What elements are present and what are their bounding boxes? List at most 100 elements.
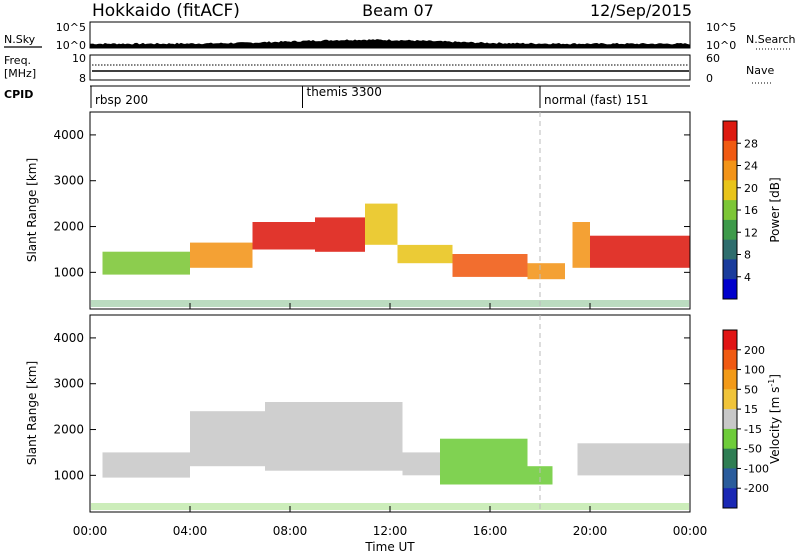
nsky-label: N.Sky: [4, 33, 36, 46]
nave-label: Nave: [746, 64, 774, 77]
y-tick-label: 2000: [53, 220, 84, 234]
colorbar-swatch: [723, 370, 737, 390]
echo-band: [578, 443, 691, 475]
cpid-label: CPID: [4, 88, 33, 101]
beam-title: Beam 07: [362, 1, 434, 20]
power-data: [91, 204, 690, 307]
colorbar-swatch: [723, 279, 737, 299]
colorbar-swatch: [723, 330, 737, 350]
x-tick-label: 20:00: [573, 524, 608, 538]
echo-band: [453, 254, 528, 277]
x-tick-label: 00:00: [673, 524, 708, 538]
cpid-panel: CPID rbsp 200 themis 3300 normal (fast) 15…: [4, 85, 690, 108]
colorbar-tick-label: 12: [744, 226, 758, 239]
echo-band: [190, 411, 265, 466]
echo-band: [265, 402, 403, 471]
cpid-marks: rbsp 200 themis 3300 normal (fast) 151: [91, 85, 648, 108]
x-tick-label: 08:00: [273, 524, 308, 538]
colorbar-swatch: [723, 161, 737, 181]
colorbar-tick-label: 4: [744, 271, 751, 284]
cpid-mode-label: themis 3300: [307, 85, 382, 99]
echo-band: [103, 252, 191, 275]
colorbar-tick-label: -100: [744, 462, 769, 475]
freq-label-line1: Freq.: [4, 54, 31, 67]
y-tick-label: 3000: [53, 377, 84, 391]
colorbar-tick-label: -50: [744, 443, 762, 456]
nsearch-label: N.Search: [746, 33, 796, 46]
colorbar-swatch: [723, 121, 737, 141]
cpid-mode-label: normal (fast) 151: [544, 93, 648, 107]
colorbar-tick-label: 28: [744, 137, 758, 150]
y-tick-label: 4000: [53, 331, 84, 345]
power-colorbar-label: Power [dB]: [768, 177, 782, 242]
x-tick-label: 00:00: [73, 524, 108, 538]
nsky-trace: [91, 40, 689, 47]
power-colorbar-swatches: [723, 121, 737, 300]
freq-panel: Freq. [MHz] 10 8 60 0 Nave: [4, 52, 774, 85]
colorbar-swatch: [723, 488, 737, 508]
echo-band: [440, 439, 528, 485]
radar-summary-plot: Hokkaido (fitACF) Beam 07 12/Sep/2015 N.…: [0, 0, 800, 554]
y-tick-label: 4000: [53, 128, 84, 142]
colorbar-tick-label: -200: [744, 482, 769, 495]
echo-band: [590, 236, 690, 268]
echo-band: [573, 222, 591, 268]
colorbar-swatch: [723, 240, 737, 260]
colorbar-swatch: [723, 259, 737, 279]
freq-tick-bottom: 8: [79, 72, 86, 85]
x-tick-label: 12:00: [373, 524, 408, 538]
nsky-tick-bottom: 10^0: [56, 39, 86, 52]
x-tick-label: 16:00: [473, 524, 508, 538]
colorbar-swatch: [723, 220, 737, 240]
nave-tick-bottom: 0: [706, 72, 713, 85]
velocity-colorbar: 200 100 50 15 -15 -50 -100 -200 Velocity [m s-1…: [723, 330, 782, 509]
colorbar-swatch: [723, 449, 737, 469]
velocity-colorbar-ticks: 200 100 50 15 -15 -50 -100 -200: [737, 344, 769, 495]
colorbar-swatch: [723, 141, 737, 161]
power-panel: 4000 3000 2000 1000 Slant Range [km]: [25, 112, 690, 309]
y-tick-label: 1000: [53, 468, 84, 482]
nsky-tick-top: 10^5: [56, 21, 86, 34]
nsearch-tick-top: 10^5: [706, 21, 736, 34]
colorbar-tick-label: 20: [744, 182, 758, 195]
nave-tick-top: 60: [706, 52, 720, 65]
colorbar-swatch: [723, 180, 737, 200]
y-tick-label: 1000: [53, 265, 84, 279]
colorbar-tick-label: 200: [744, 344, 765, 357]
velocity-colorbar-swatches: [723, 330, 737, 509]
echo-band: [528, 263, 566, 279]
colorbar-tick-label: 100: [744, 364, 765, 377]
x-tick-labels: 00:00 04:00 08:00 12:00 16:00 20:00 00:00: [73, 524, 708, 538]
colorbar-swatch: [723, 409, 737, 429]
echo-band: [190, 243, 253, 268]
echo-band: [403, 452, 441, 475]
x-axis-label: Time UT: [364, 540, 415, 554]
y-tick-label: 3000: [53, 174, 84, 188]
echo-band: [253, 222, 316, 250]
echo-band: [315, 217, 365, 251]
power-colorbar-ticks: 282420161284: [737, 137, 758, 284]
colorbar-swatch: [723, 468, 737, 488]
velocity-data: [91, 402, 690, 510]
y-tick-label: 2000: [53, 423, 84, 437]
colorbar-tick-label: -15: [744, 423, 762, 436]
echo-band: [103, 452, 191, 477]
colorbar-tick-label: 8: [744, 249, 751, 262]
echo-band: [398, 245, 453, 263]
colorbar-swatch: [723, 429, 737, 449]
colorbar-swatch: [723, 350, 737, 370]
colorbar-tick-label: 16: [744, 204, 758, 217]
velocity-y-axis-label: Slant Range [km]: [25, 361, 39, 465]
power-colorbar: 28 24 20 16 12 8 4 Power [dB]: [723, 121, 782, 300]
colorbar-tick-label: 15: [744, 403, 758, 416]
velocity-panel: 4000 3000 2000 1000 Slant Range [km]: [25, 315, 690, 512]
x-tick-label: 04:00: [173, 524, 208, 538]
freq-label-line2: [MHz]: [4, 67, 36, 80]
nsearch-tick-bottom: 10^0: [706, 39, 736, 52]
power-y-axis-label: Slant Range [km]: [25, 158, 39, 262]
cpid-mode-label: rbsp 200: [95, 93, 148, 107]
nsky-panel: N.Sky 10^5 10^0 10^5 10^0 N.Search: [4, 21, 796, 52]
echo-band: [365, 204, 398, 245]
velocity-colorbar-label: Velocity [m s-1]: [767, 374, 782, 464]
colorbar-swatch: [723, 389, 737, 409]
